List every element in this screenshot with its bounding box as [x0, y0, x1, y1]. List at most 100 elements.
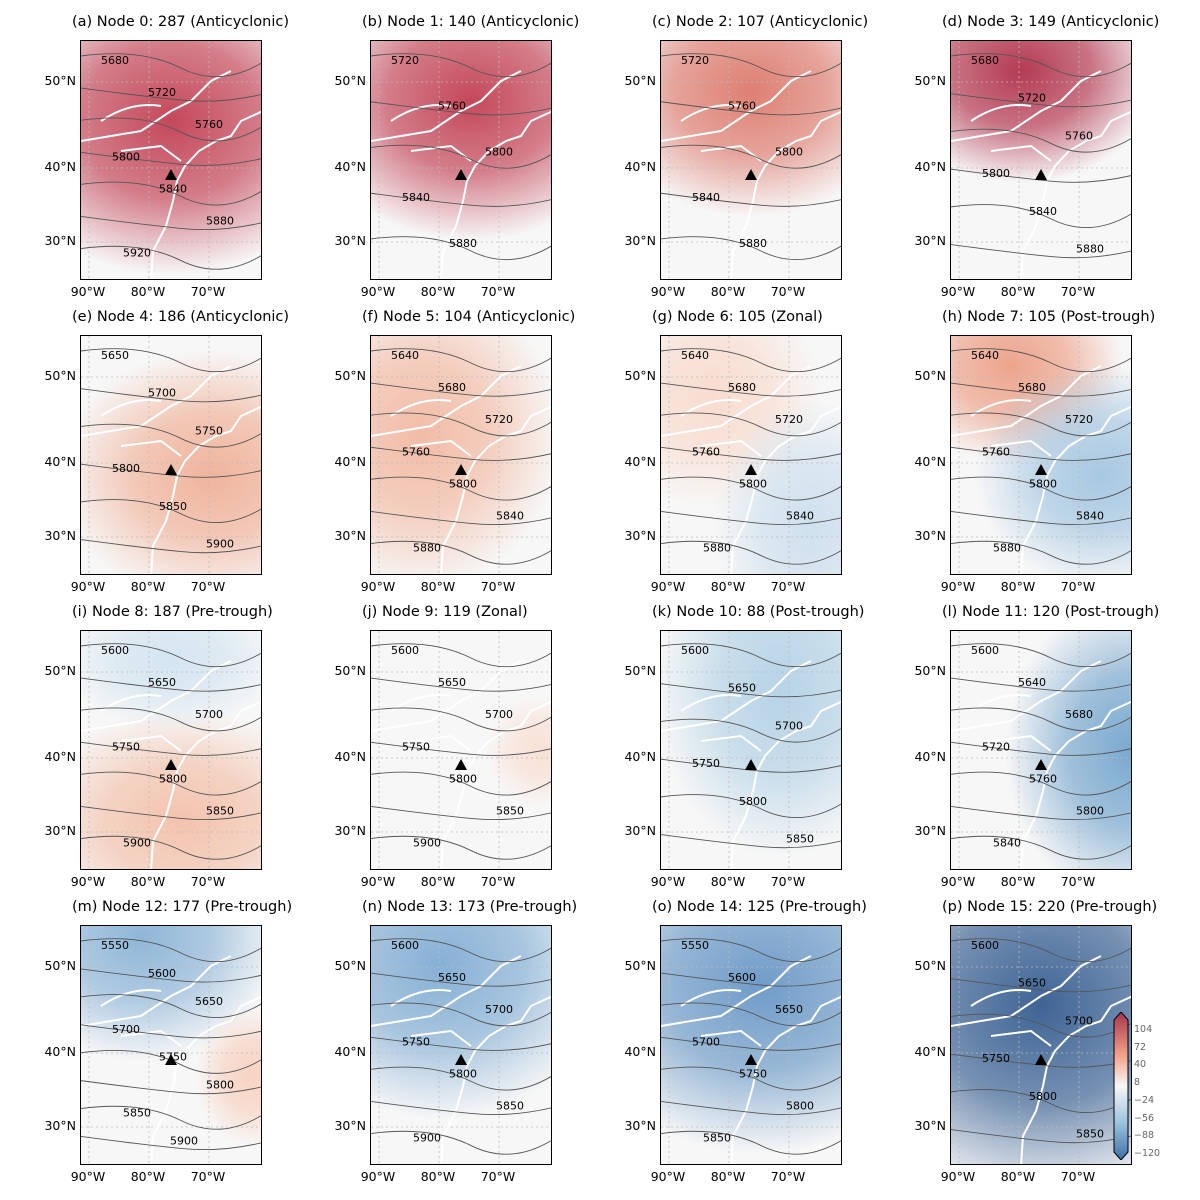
lon-tick-label: 90°W: [940, 579, 976, 594]
station-triangle-marker: [455, 464, 467, 475]
geopotential-contour: [661, 236, 841, 261]
map-panel: (h) Node 7: 105 (Post-trough) 5640 5680 57…: [914, 309, 1155, 594]
contour-label: 5700: [485, 1003, 513, 1016]
anomaly-shading: [81, 631, 261, 731]
coastline: [661, 365, 841, 574]
colorbar-tick-label: 40: [1134, 1059, 1147, 1071]
contour-label: 5650: [195, 995, 223, 1008]
geopotential-contour: [81, 677, 261, 692]
colorbar: [1113, 1011, 1129, 1161]
contour-label: 5800: [739, 477, 767, 490]
geopotential-contour: [661, 1130, 841, 1155]
lat-tick-label: 50°N: [914, 73, 946, 88]
anomaly-shading: [661, 41, 841, 217]
panel-title: (h) Node 7: 105 (Post-trough): [942, 309, 1156, 325]
geopotential-contour: [81, 348, 261, 373]
map-panel: (j) Node 9: 119 (Zonal) 5600 5650 5700 5750…: [334, 604, 552, 889]
geopotential-contour: [81, 806, 261, 821]
geopotential-contour: [951, 1053, 1131, 1068]
lat-tick-label: 50°N: [914, 663, 946, 678]
lat-tick-label: 50°N: [624, 958, 656, 973]
panel-title: (j) Node 9: 119 (Zonal): [362, 604, 528, 620]
geopotential-contour: [661, 540, 841, 565]
panel-title: (f) Node 5: 104 (Anticyclonic): [362, 309, 576, 325]
contour-label: 5700: [112, 1023, 140, 1036]
coastline: [371, 955, 551, 1164]
contour-label: 5650: [438, 676, 466, 689]
lon-tick-label: 90°W: [70, 874, 106, 889]
anomaly-shading: [81, 350, 261, 574]
geopotential-contour: [661, 446, 841, 461]
lat-tick-label: 40°N: [334, 454, 366, 469]
map-area: 5600 5650 5700 5750 5800 5850 5900: [370, 630, 552, 870]
geopotential-contour: [951, 643, 1131, 668]
map-area: 5640 5680 5720 5760 5800 5840 5880: [660, 335, 842, 575]
lat-tick-label: 50°N: [334, 368, 366, 383]
geopotential-contour: [371, 1130, 551, 1155]
geopotential-contour: [81, 117, 261, 142]
station-triangle-marker: [455, 759, 467, 770]
contour-label: 5600: [681, 644, 709, 657]
contour-label: 5850: [1076, 1128, 1104, 1141]
geopotential-contour: [951, 128, 1131, 153]
geopotential-contour: [371, 938, 551, 963]
geopotential-contour: [371, 1066, 551, 1091]
contour-label: 5800: [1029, 477, 1057, 490]
lat-tick-label: 50°N: [624, 368, 656, 383]
geopotential-contour: [951, 835, 1131, 860]
lon-tick-label: 70°W: [770, 284, 806, 299]
lon-tick-label: 90°W: [70, 284, 106, 299]
geopotential-contour: [951, 540, 1131, 565]
contour-label: 5840: [1029, 205, 1057, 218]
contour-label: 5900: [170, 1134, 198, 1147]
lat-tick-label: 50°N: [624, 73, 656, 88]
contour-label: 5850: [703, 1132, 731, 1145]
geopotential-contour: [81, 181, 261, 206]
geopotential-contour: [371, 446, 551, 461]
geopotential-contour: [951, 741, 1131, 756]
lon-tick-label: 90°W: [70, 579, 106, 594]
coastline: [951, 70, 1131, 279]
contour-label: 5760: [692, 445, 720, 458]
geopotential-contour: [371, 806, 551, 821]
geopotential-contour: [81, 643, 261, 668]
station-triangle-marker: [455, 1054, 467, 1065]
contour-label: 5640: [681, 349, 709, 362]
lon-tick-label: 70°W: [770, 1169, 806, 1184]
lat-tick-label: 40°N: [334, 1044, 366, 1059]
contour-label: 5840: [496, 509, 524, 522]
contour-label: 5750: [692, 757, 720, 770]
geopotential-contour: [951, 93, 1131, 108]
anomaly-shading: [485, 695, 551, 807]
contour-label: 5600: [391, 939, 419, 952]
geopotential-contour: [81, 245, 261, 270]
geopotential-contour: [371, 236, 551, 261]
lat-tick-label: 50°N: [44, 663, 76, 678]
lat-tick-label: 40°N: [624, 1044, 656, 1059]
lat-tick-label: 50°N: [624, 663, 656, 678]
map-panel: (p) Node 15: 220 (Pre-trough) 5600 5650 57…: [914, 899, 1157, 1184]
contour-label: 5600: [391, 644, 419, 657]
map-panel: (g) Node 6: 105 (Zonal) 5640 5680 5720 5760…: [624, 309, 842, 594]
lat-tick-label: 50°N: [334, 958, 366, 973]
lon-tick-label: 90°W: [650, 1169, 686, 1184]
lat-tick-label: 30°N: [624, 528, 656, 543]
coastline: [371, 660, 551, 869]
contour-label: 5700: [485, 708, 513, 721]
map-area: 5600 5650 5700 5750 5800 5850 5900: [370, 925, 552, 1165]
lon-tick-label: 70°W: [480, 284, 516, 299]
station-triangle-marker: [745, 464, 757, 475]
contour-label: 5800: [112, 462, 140, 475]
geopotential-contour: [371, 101, 551, 116]
contour-label: 5880: [993, 542, 1021, 555]
map-panel: (c) Node 2: 107 (Anticyclonic) 5720 5760 5…: [624, 14, 868, 299]
coastline: [951, 365, 1131, 574]
lat-tick-label: 50°N: [44, 368, 76, 383]
contour-label: 5550: [101, 939, 129, 952]
contour-label: 5750: [739, 1067, 767, 1080]
panel-title: (o) Node 14: 125 (Pre-trough): [652, 899, 867, 915]
geopotential-contour: [371, 835, 551, 860]
geopotential-contour: [81, 741, 261, 756]
lon-tick-label: 70°W: [190, 579, 226, 594]
lat-tick-label: 30°N: [44, 1118, 76, 1133]
